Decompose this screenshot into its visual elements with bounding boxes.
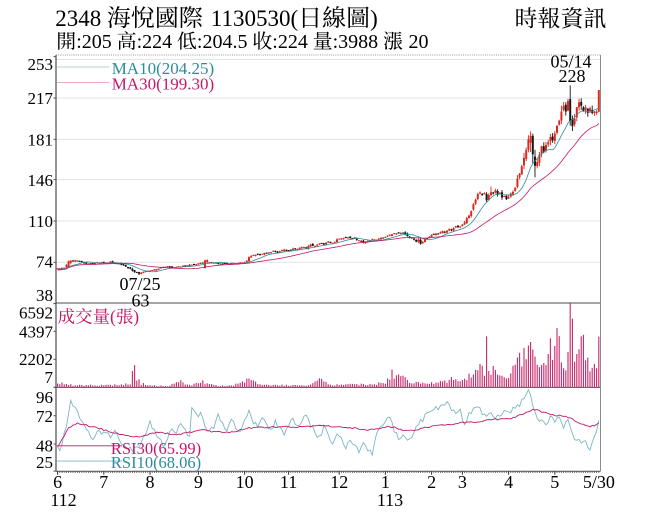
svg-text:20: 20 — [409, 31, 429, 53]
svg-text:38: 38 — [36, 286, 53, 305]
svg-text:96: 96 — [36, 388, 53, 407]
svg-text:12: 12 — [330, 472, 348, 492]
svg-text:): ) — [370, 6, 378, 31]
svg-text:110: 110 — [28, 212, 53, 231]
svg-text:2: 2 — [427, 472, 436, 492]
svg-text:4: 4 — [504, 472, 513, 492]
svg-text:5/30: 5/30 — [583, 472, 615, 492]
svg-text:6592: 6592 — [19, 304, 53, 323]
svg-text:7: 7 — [45, 368, 54, 387]
svg-text:146: 146 — [28, 171, 54, 190]
svg-text:113: 113 — [377, 490, 403, 510]
svg-text:3: 3 — [458, 472, 467, 492]
svg-text:2202: 2202 — [19, 350, 53, 369]
svg-text:05/14: 05/14 — [550, 51, 591, 71]
svg-text:112: 112 — [50, 490, 76, 510]
svg-text::205: :205 — [76, 31, 112, 53]
svg-text:25: 25 — [36, 453, 53, 472]
svg-text:2348: 2348 — [55, 6, 101, 31]
svg-text:228: 228 — [559, 66, 586, 86]
svg-text:181: 181 — [28, 130, 54, 149]
svg-text:253: 253 — [28, 55, 54, 74]
svg-text:1130530(: 1130530( — [211, 6, 298, 31]
svg-text:63: 63 — [132, 291, 150, 311]
svg-text:72: 72 — [36, 407, 53, 426]
svg-text:RSI10(68.06): RSI10(68.06) — [111, 453, 201, 472]
svg-text:8: 8 — [146, 472, 155, 492]
svg-text:9: 9 — [194, 472, 203, 492]
svg-text:1: 1 — [381, 472, 390, 492]
svg-text:10: 10 — [236, 472, 254, 492]
svg-text:6: 6 — [53, 472, 62, 492]
svg-text::224: :224 — [137, 31, 173, 53]
svg-text:MA30(199.30): MA30(199.30) — [112, 74, 214, 93]
svg-text::3988: :3988 — [333, 31, 379, 53]
svg-text::204.5: :204.5 — [197, 31, 248, 53]
svg-text:48: 48 — [36, 437, 53, 456]
svg-text:07/25: 07/25 — [119, 274, 160, 294]
svg-text:MA10(204.25): MA10(204.25) — [112, 59, 214, 78]
svg-text:74: 74 — [36, 253, 54, 272]
svg-text:5: 5 — [550, 472, 559, 492]
svg-text::224: :224 — [272, 31, 308, 53]
svg-text:4397: 4397 — [19, 322, 54, 341]
svg-text:RSI30(65.99): RSI30(65.99) — [111, 439, 201, 458]
svg-text:11: 11 — [280, 472, 297, 492]
svg-text:(: ( — [110, 307, 116, 327]
svg-text:): ) — [133, 307, 139, 327]
svg-text:217: 217 — [28, 89, 54, 108]
svg-text:7: 7 — [99, 472, 108, 492]
